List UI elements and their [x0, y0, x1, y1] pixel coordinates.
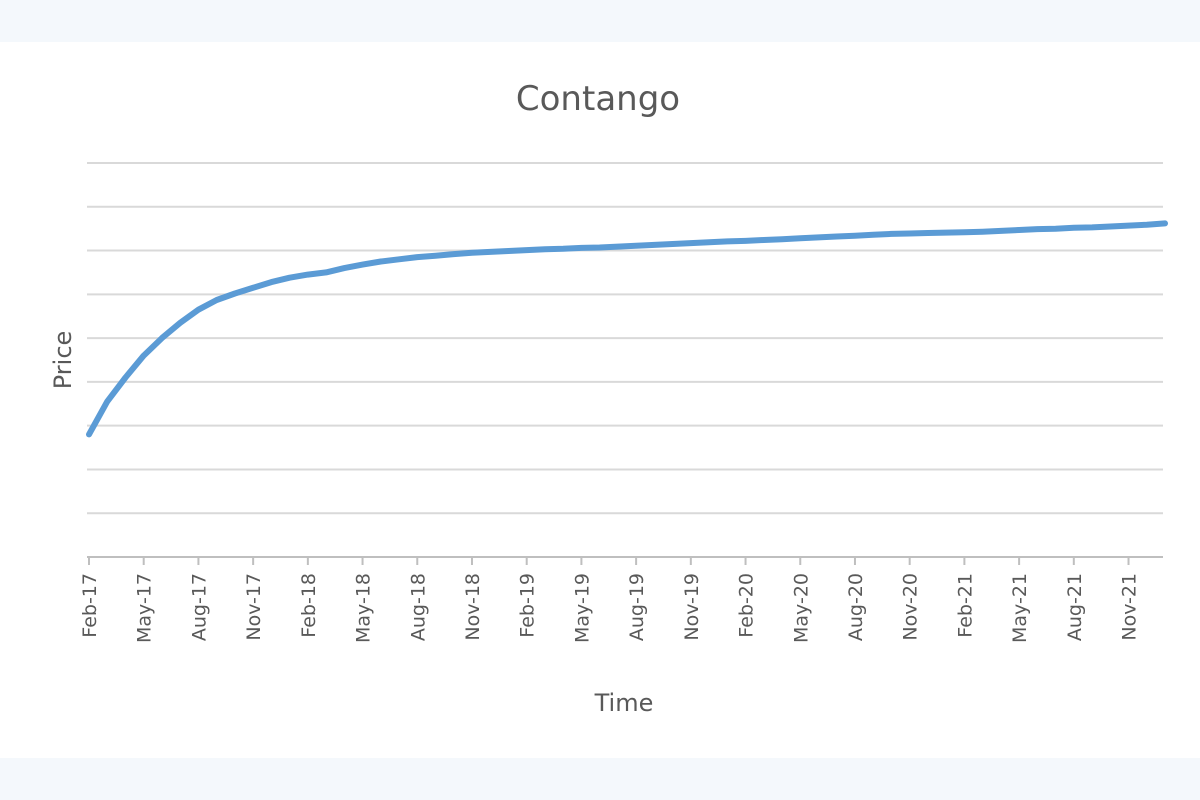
x-axis-tick-labels: Feb-17 May-17 Aug-17 Nov-17 Feb-18 May-18 Aug-… — [79, 573, 1141, 643]
chart-panel — [0, 42, 1200, 758]
gridlines — [87, 162, 1163, 515]
x-tick-label: Nov-20 — [900, 573, 922, 641]
x-tick-label: May-20 — [790, 573, 812, 643]
x-tick-label: May-18 — [353, 573, 375, 643]
x-tick-label: Feb-18 — [298, 573, 320, 638]
x-tick-label: Aug-17 — [188, 573, 210, 641]
top-background-band — [0, 0, 1200, 42]
x-tick-label: Feb-21 — [954, 573, 976, 638]
y-axis-title: Price — [49, 331, 77, 390]
x-tick-label: Feb-19 — [517, 573, 539, 638]
x-tick-label: May-17 — [134, 573, 156, 643]
x-tick-label: Feb-17 — [79, 573, 101, 638]
x-tick-label: Nov-21 — [1119, 573, 1141, 641]
x-tick-label: Nov-19 — [681, 573, 703, 641]
x-tick-label: Nov-17 — [243, 573, 265, 641]
series-line — [86, 220, 1168, 438]
x-tick-label: Aug-18 — [407, 573, 429, 641]
x-tick-label: May-19 — [571, 573, 593, 643]
bottom-background-band — [0, 758, 1200, 800]
x-tick-label: Nov-18 — [462, 573, 484, 641]
x-tick-label: Aug-19 — [626, 573, 648, 641]
x-axis-title: Time — [594, 689, 654, 717]
x-tick-label: May-21 — [1009, 573, 1031, 643]
x-tick-label: Aug-20 — [845, 573, 867, 641]
x-tick-label: Feb-20 — [736, 573, 758, 638]
chart-title: Contango — [516, 79, 680, 119]
x-tick-label: Aug-21 — [1064, 573, 1086, 641]
x-axis-ticks — [88, 557, 1130, 565]
